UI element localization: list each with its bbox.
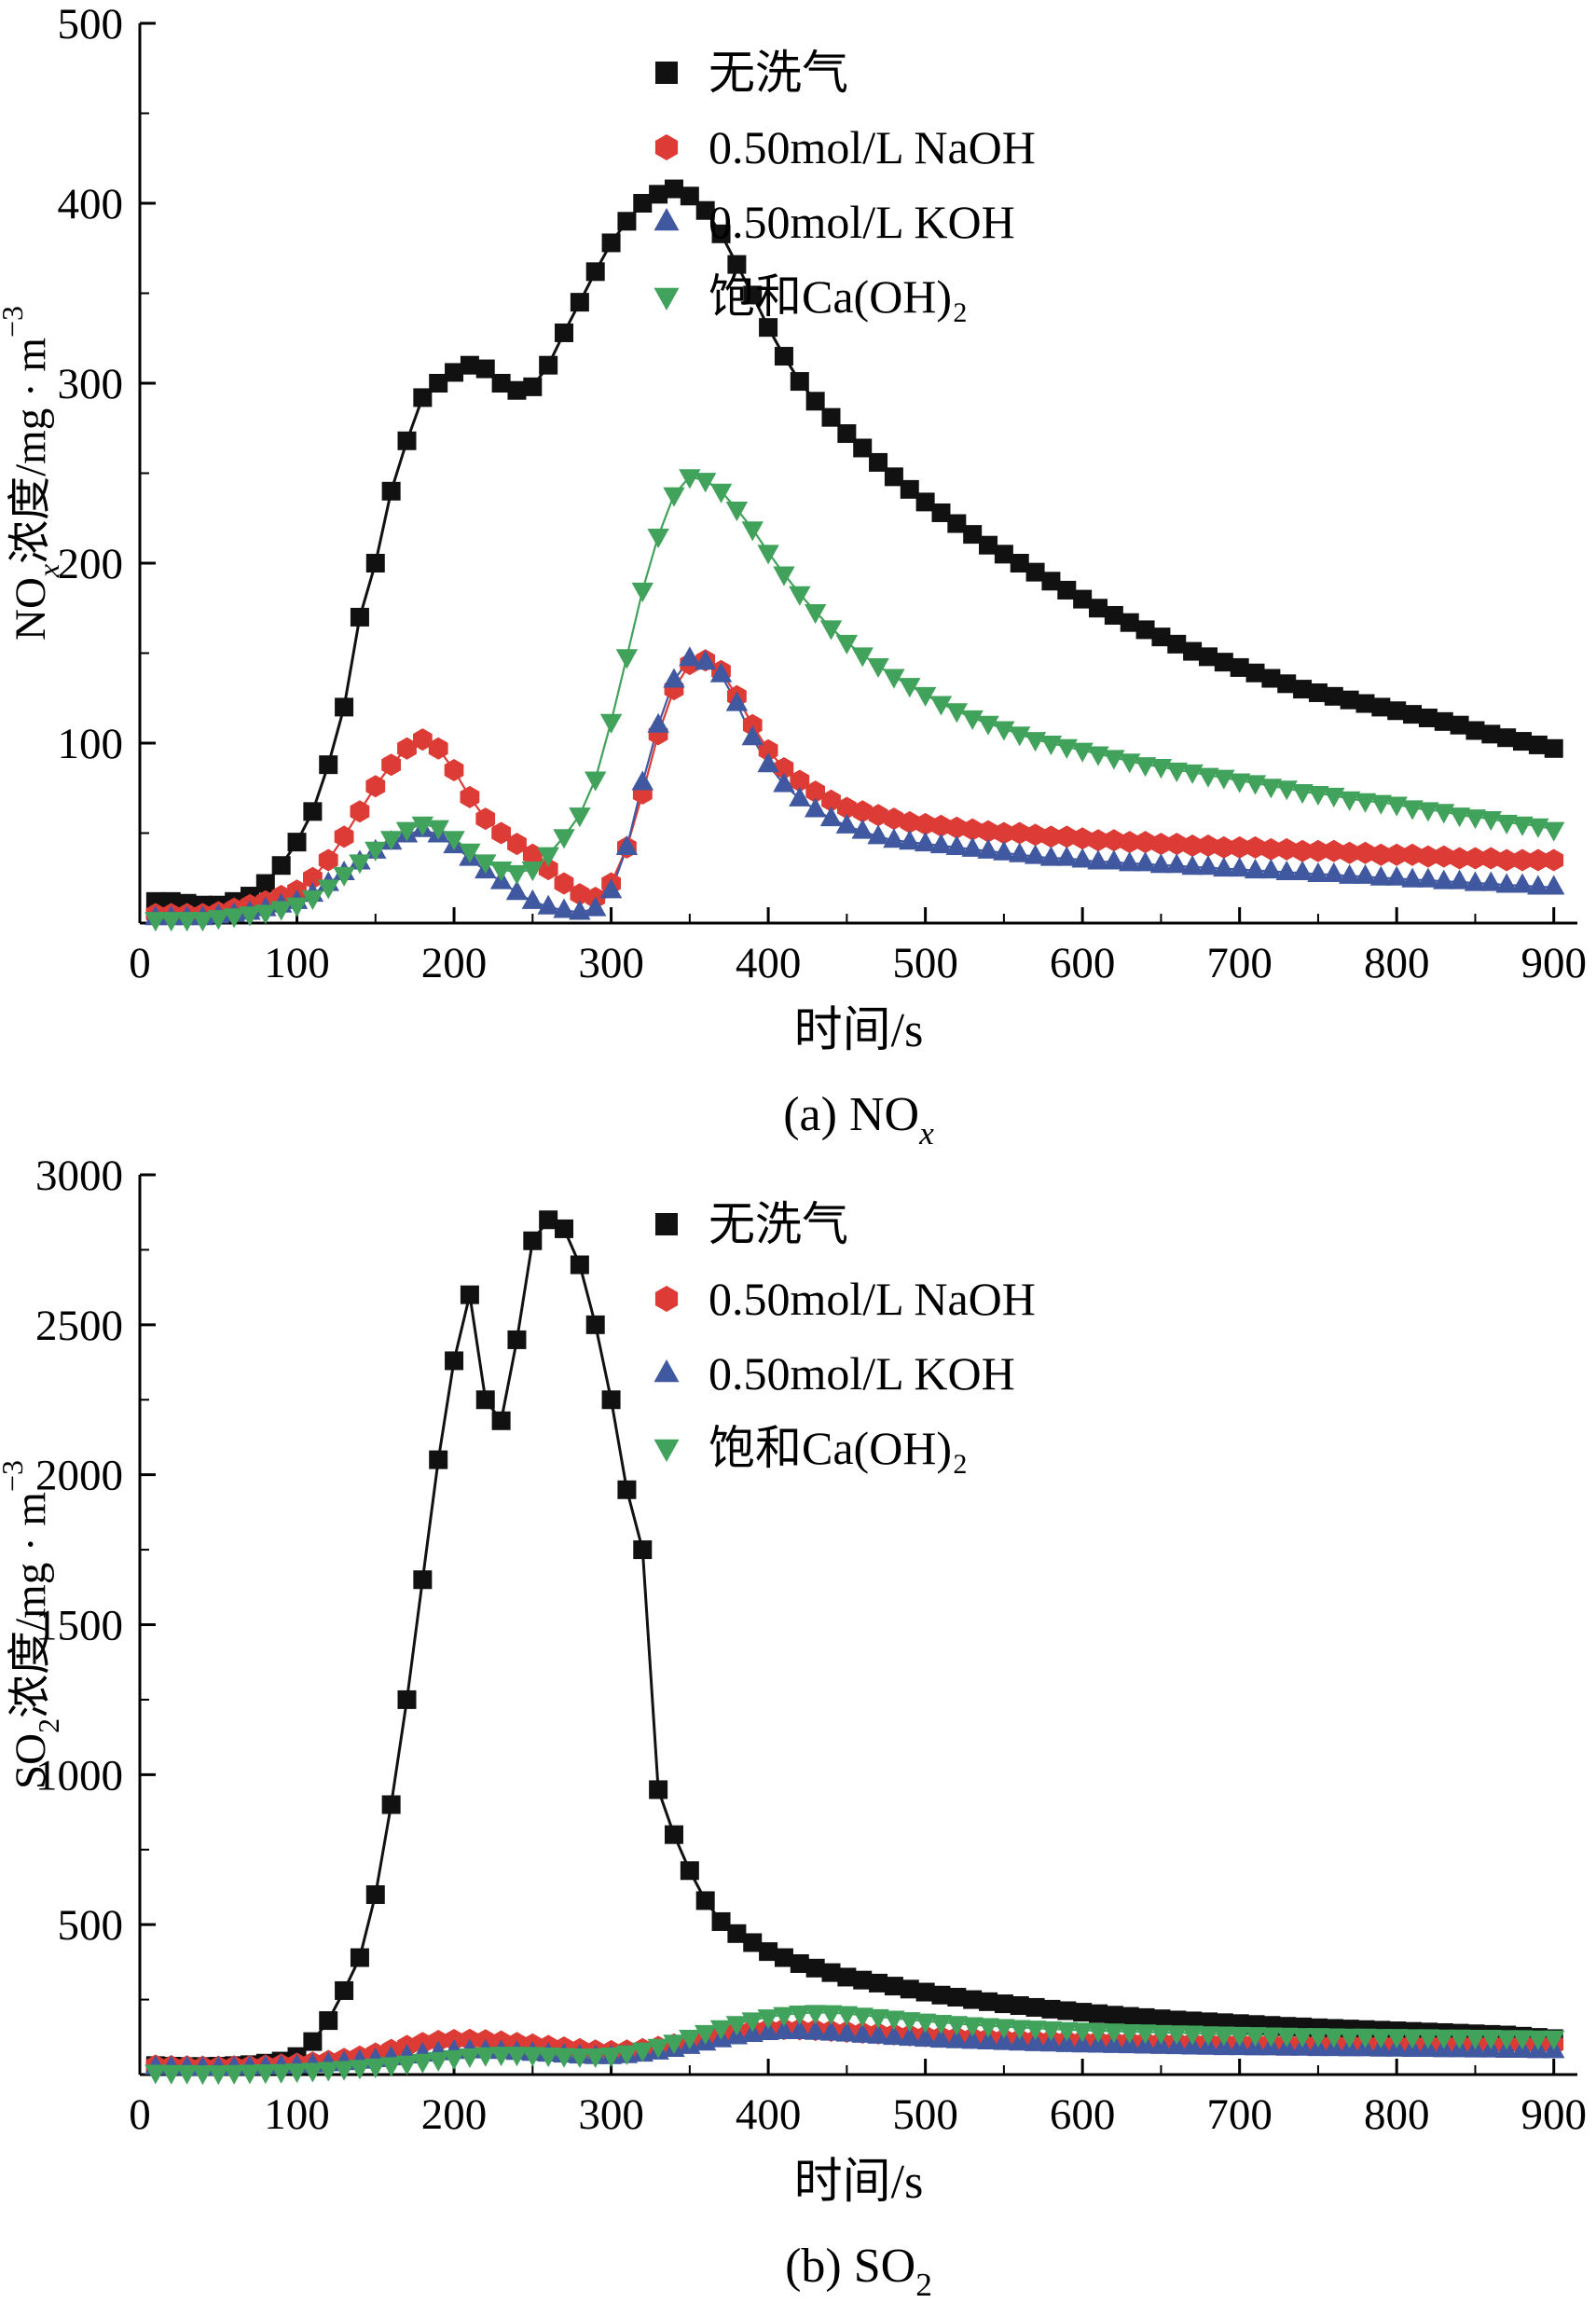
chart-nox: 0 100 200 300 400 500 600 700 800 900 100 200 300 400… [0,0,1587,1152]
svg-text:700: 700 [1206,2090,1273,2139]
svg-text:200: 200 [421,939,488,987]
svg-text:NOx浓度/mg · m−3: NOx浓度/mg · m−3 [0,306,65,641]
svg-text:500: 500 [892,2090,958,2139]
svg-text:300: 300 [578,2090,644,2139]
svg-text:600: 600 [1050,2090,1116,2139]
svg-text:1000: 1000 [35,1751,123,1800]
svg-text:100: 100 [264,2090,330,2139]
svg-text:100: 100 [264,939,330,987]
svg-text:300: 300 [58,360,124,408]
svg-text:200: 200 [58,540,124,588]
svg-text:3000: 3000 [35,1152,123,1200]
svg-text:0.50mol/L NaOH: 0.50mol/L NaOH [709,1273,1036,1325]
svg-text:800: 800 [1364,939,1430,987]
svg-text:400: 400 [58,180,124,228]
svg-text:800: 800 [1364,2090,1430,2139]
svg-text:时间/s: 时间/s [794,1004,924,1057]
svg-text:600: 600 [1050,939,1116,987]
svg-text:300: 300 [578,939,644,987]
svg-text:400: 400 [736,2090,802,2139]
svg-text:200: 200 [421,2090,488,2139]
svg-text:500: 500 [892,939,958,987]
svg-text:饱和Ca(OH)₂: 饱和Ca(OH)₂ [709,270,969,323]
svg-text:2000: 2000 [35,1452,123,1500]
svg-text:SO2浓度/mg · m−3: SO2浓度/mg · m−3 [0,1460,65,1789]
nox-chart-svg: 0 100 200 300 400 500 600 700 800 900 100 200 300 400… [0,0,1587,1152]
svg-text:0: 0 [129,2090,151,2139]
svg-text:900: 900 [1520,2090,1587,2139]
svg-text:0: 0 [129,939,151,987]
svg-text:0.50mol/L NaOH: 0.50mol/L NaOH [709,121,1036,173]
svg-text:2500: 2500 [35,1302,123,1350]
svg-text:饱和Ca(OH)₂: 饱和Ca(OH)₂ [709,1422,969,1474]
so2-chart-svg: 0 100 200 300 400 500 600 700 800 900 500 1000 1500 2… [0,1152,1587,2303]
chart-so2: 0 100 200 300 400 500 600 700 800 900 500 1000 1500 2… [0,1152,1596,2303]
svg-text:700: 700 [1206,939,1273,987]
svg-text:500: 500 [58,1901,124,1950]
svg-text:0.50mol/L KOH: 0.50mol/L KOH [709,1347,1015,1400]
svg-text:时间/s: 时间/s [794,2156,924,2209]
svg-text:(b) SO2: (b) SO2 [785,2240,932,2303]
svg-text:0.50mol/L KOH: 0.50mol/L KOH [709,196,1015,248]
svg-text:无洗气: 无洗气 [709,47,848,99]
svg-text:900: 900 [1520,939,1587,987]
svg-text:无洗气: 无洗气 [709,1198,848,1250]
svg-text:(a) NOx: (a) NOx [783,1088,934,1152]
svg-text:100: 100 [58,720,124,768]
svg-text:500: 500 [58,0,124,48]
svg-text:400: 400 [736,939,802,987]
svg-text:1500: 1500 [35,1602,123,1650]
